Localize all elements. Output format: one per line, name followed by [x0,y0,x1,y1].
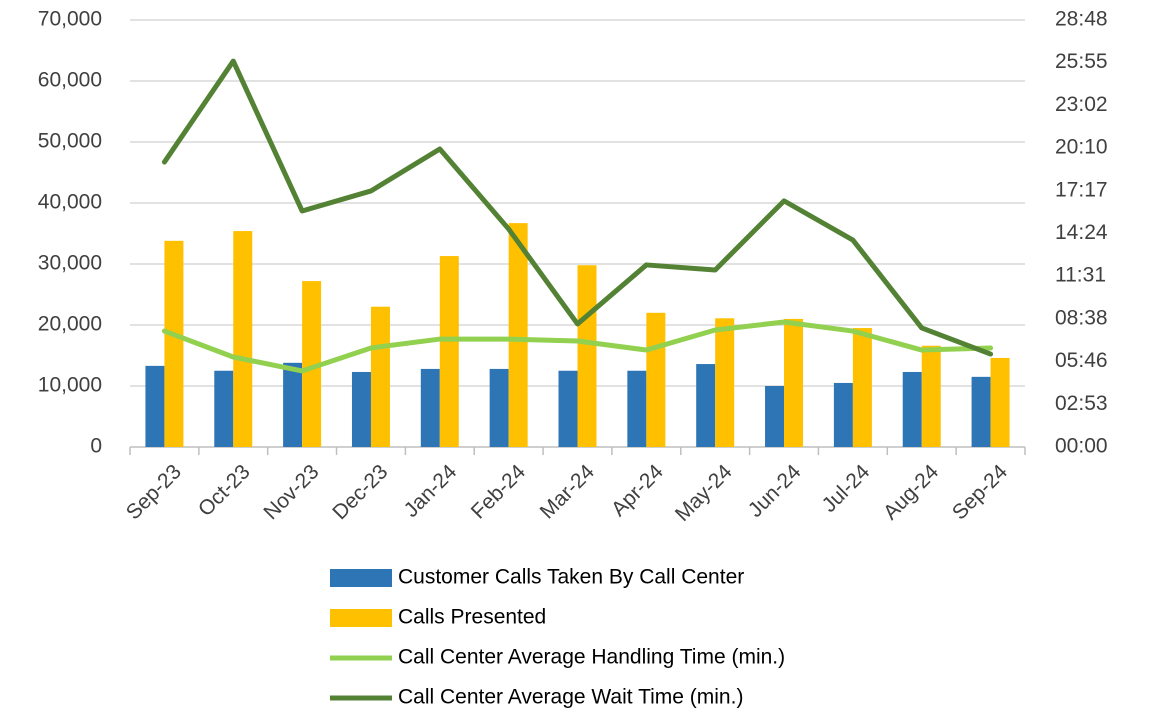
bar [233,231,253,447]
bar [351,371,371,447]
y-tick-label: 60,000 [38,69,102,92]
bar [921,345,941,447]
bar [558,370,578,447]
legend-swatch [330,569,392,587]
y2-tick-label: 20:10 [1055,136,1108,159]
bar [577,265,597,447]
legend-label: Customer Calls Taken By Call Center [398,566,744,589]
y2-tick-label: 23:02 [1055,93,1108,116]
bar [302,281,322,447]
legend-label: Call Center Average Wait Time (min.) [398,686,743,709]
y2-tick-label: 14:24 [1055,221,1108,244]
bar [784,318,804,447]
line-series [161,319,994,374]
x-tick-label: Jul-24 [818,460,875,517]
y-tick-label: 0 [90,435,102,458]
bar [370,306,390,447]
x-tick-label: Jun-24 [744,460,806,522]
legend-label: Call Center Average Handling Time (min.) [398,646,785,669]
x-tick-label: Sep-23 [122,460,186,524]
bar [990,357,1010,447]
x-tick-label: Jan-24 [400,460,462,522]
legend-label: Calls Presented [398,606,546,629]
bar [508,223,528,447]
legend: Customer Calls Taken By Call Center Calls… [330,566,785,709]
y2-tick-label: 08:38 [1055,306,1108,329]
bar [696,364,716,447]
y2-tick-label: 25:55 [1055,50,1108,73]
x-tick-label: Sep-24 [948,460,1012,524]
x-tick-label: Nov-23 [259,460,323,524]
bar [971,376,991,447]
x-tick-label: Dec-23 [328,460,392,524]
bar [145,365,165,447]
y-tick-label: 30,000 [38,252,102,275]
bar [627,370,647,447]
y2-tick-label: 11:31 [1055,264,1106,287]
y2-tick-label: 28:48 [1055,8,1108,31]
bar [765,386,785,447]
y-tick-label: 10,000 [38,374,102,397]
line-series [161,58,994,357]
y2-tick-label: 17:17 [1055,178,1108,201]
bar [833,382,853,447]
y2-tick-label: 05:46 [1055,349,1108,372]
bar [420,368,440,447]
y-tick-label: 50,000 [38,130,102,153]
x-tick-label: Mar-24 [536,460,600,524]
x-tick-label: Apr-24 [607,460,668,521]
bar [902,371,922,447]
bar [283,362,303,447]
y-tick-label: 40,000 [38,191,102,214]
x-tick-label: Feb-24 [467,460,531,524]
bar [489,368,509,447]
x-tick-label: May-24 [671,460,737,526]
bar [214,370,234,447]
bar [852,328,872,447]
bar [646,312,666,447]
legend-swatch [330,609,392,627]
y2-tick-label: 00:00 [1055,435,1108,458]
x-tick-label: Oct-23 [194,460,255,521]
y-tick-label: 70,000 [38,8,102,31]
bar [164,240,184,447]
x-tick-label: Aug-24 [879,460,943,524]
y2-tick-label: 02:53 [1055,392,1108,415]
bar [439,256,459,447]
y-tick-label: 20,000 [38,313,102,336]
bar [715,318,735,447]
